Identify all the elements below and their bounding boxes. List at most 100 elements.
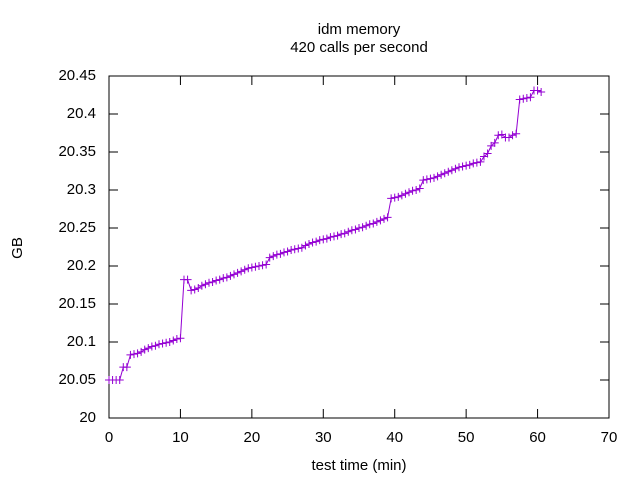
point-marker (451, 164, 460, 173)
point-marker (151, 341, 160, 350)
point-marker (197, 281, 206, 290)
point-marker (383, 213, 392, 222)
point-marker (308, 238, 317, 247)
point-marker (426, 174, 435, 183)
point-marker (347, 226, 356, 235)
point-marker (312, 237, 321, 246)
point-marker (262, 260, 271, 269)
point-marker (422, 175, 431, 184)
point-marker (344, 227, 353, 236)
point-marker (280, 248, 288, 257)
point-marker (472, 158, 481, 167)
point-marker (162, 338, 171, 347)
point-marker (255, 262, 263, 270)
point-marker (508, 131, 517, 140)
y-tick-label: 20.3 (67, 181, 96, 198)
point-marker (505, 133, 513, 142)
point-marker (387, 194, 396, 203)
point-marker (301, 241, 310, 250)
point-marker (526, 93, 535, 102)
point-marker (458, 162, 467, 171)
point-marker (340, 229, 349, 238)
point-marker (405, 188, 413, 197)
point-marker (205, 278, 213, 287)
x-tick-label: 30 (315, 429, 332, 446)
point-marker (272, 250, 281, 259)
point-marker (140, 345, 149, 354)
point-marker (533, 86, 542, 95)
point-marker (290, 245, 299, 254)
point-marker (372, 217, 381, 226)
point-marker (169, 336, 178, 345)
point-marker (369, 219, 378, 228)
point-marker (365, 220, 374, 229)
point-marker (122, 363, 131, 372)
point-marker (462, 161, 471, 170)
point-marker (187, 286, 196, 295)
point-marker (401, 189, 410, 198)
point-marker (244, 264, 253, 273)
y-axis-label: GB (9, 237, 26, 259)
point-marker (155, 340, 163, 349)
point-marker (469, 159, 478, 168)
point-marker (444, 167, 453, 176)
y-tick-label: 20.15 (58, 295, 96, 312)
point-marker (380, 214, 388, 223)
point-marker (230, 270, 238, 279)
point-marker (430, 173, 438, 182)
point-marker (251, 262, 260, 271)
point-marker (333, 231, 342, 240)
point-marker (494, 131, 503, 140)
point-marker (269, 252, 278, 261)
point-marker (172, 334, 181, 343)
point-marker (415, 184, 424, 193)
point-marker (330, 232, 338, 241)
point-marker (412, 186, 421, 194)
y-tick-label: 20.25 (58, 219, 96, 236)
point-marker (465, 160, 474, 169)
point-marker (297, 243, 306, 252)
point-marker (126, 350, 135, 359)
point-marker (287, 246, 296, 255)
x-tick-label: 0 (105, 429, 113, 446)
point-marker (305, 239, 313, 248)
point-marker (233, 268, 242, 277)
point-marker (362, 221, 371, 230)
point-marker (212, 276, 221, 285)
data-line (109, 89, 542, 381)
point-marker (433, 172, 442, 181)
point-marker (537, 87, 546, 96)
y-tick-label: 20.05 (58, 371, 96, 388)
point-marker (358, 223, 367, 232)
point-marker (455, 163, 463, 172)
point-marker (115, 376, 124, 384)
x-tick-label: 70 (601, 429, 618, 446)
y-tick-label: 20.45 (58, 67, 96, 84)
point-marker (337, 230, 346, 239)
point-marker (147, 342, 156, 351)
point-marker (394, 192, 403, 201)
point-marker (137, 347, 146, 356)
point-marker (376, 216, 385, 225)
point-marker (176, 334, 185, 343)
chart-title: idm memory (318, 21, 401, 38)
point-marker (208, 277, 217, 286)
point-marker (490, 138, 499, 147)
point-marker (144, 344, 153, 353)
y-tick-label: 20.35 (58, 143, 96, 160)
plot-frame (108, 75, 610, 419)
point-marker (194, 284, 203, 293)
point-marker (447, 166, 456, 175)
x-tick-label: 20 (244, 429, 261, 446)
point-marker (326, 233, 335, 242)
point-marker (515, 95, 524, 104)
point-marker (322, 234, 331, 243)
point-marker (315, 236, 324, 245)
point-marker (483, 149, 492, 158)
point-marker (419, 176, 428, 185)
chart-subtitle: 420 calls per second (290, 39, 428, 56)
x-tick-label: 40 (386, 429, 403, 446)
point-marker (355, 224, 363, 232)
y-tick-label: 20.4 (67, 105, 96, 122)
point-marker (183, 275, 192, 284)
